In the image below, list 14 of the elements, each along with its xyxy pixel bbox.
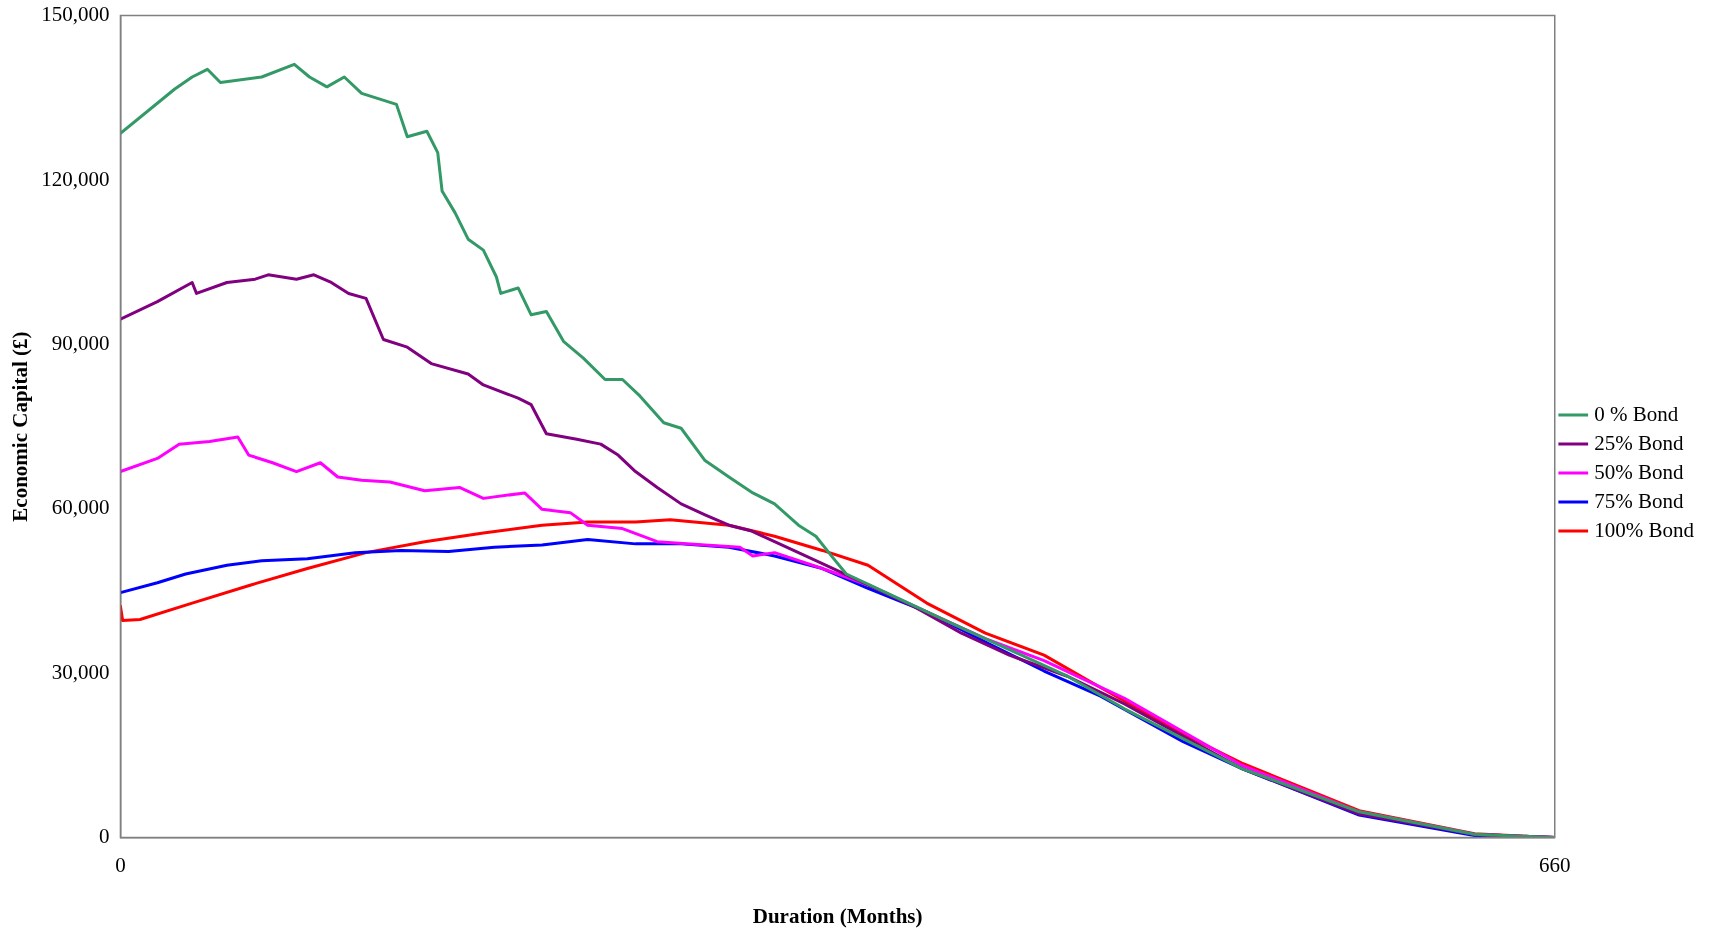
legend-label: 100% Bond	[1594, 517, 1695, 542]
legend-label: 0 % Bond	[1594, 401, 1679, 426]
legend-label: 75% Bond	[1594, 488, 1684, 513]
x-axis-title: Duration (Months)	[752, 903, 923, 928]
y-tick-label: 30,000	[51, 659, 110, 684]
legend-label: 50% Bond	[1594, 459, 1684, 484]
legend-label: 25% Bond	[1594, 430, 1684, 455]
x-tick-label: 660	[1539, 852, 1571, 877]
y-tick-label: 150,000	[41, 2, 110, 27]
y-tick-label: 90,000	[51, 330, 110, 355]
y-tick-label: 0	[98, 824, 110, 849]
y-tick-label: 60,000	[51, 495, 110, 520]
y-axis-title: Economic Capital (£)	[8, 331, 33, 522]
y-tick-label: 120,000	[41, 166, 110, 191]
